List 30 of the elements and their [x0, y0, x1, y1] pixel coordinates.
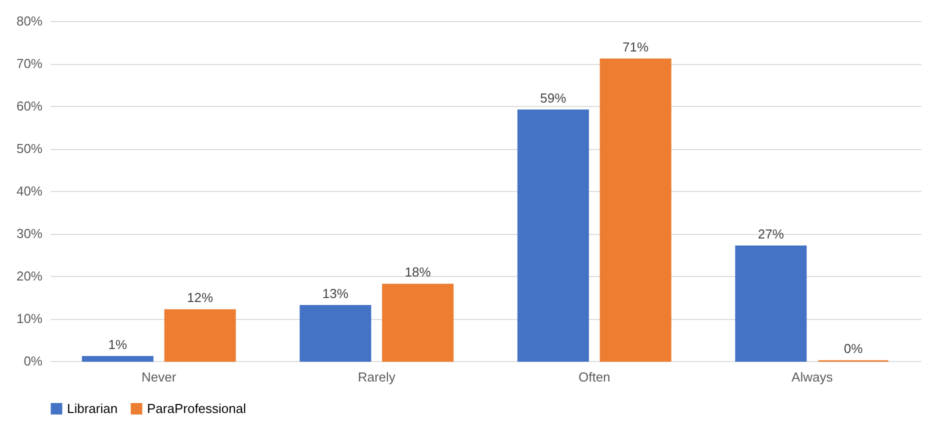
- y-tick-label: 80%: [16, 14, 43, 28]
- y-tick-label: 30%: [16, 226, 43, 241]
- data-label: 13%: [322, 286, 349, 301]
- data-label: 1%: [108, 336, 128, 352]
- x-tick-label: Rarely: [358, 370, 396, 384]
- bar: [600, 58, 672, 362]
- bar: [517, 110, 589, 362]
- legend-label: ParaProfessional: [147, 400, 246, 416]
- data-label: 12%: [187, 290, 214, 305]
- x-tick-label: Often: [578, 370, 610, 384]
- y-tick-label: 40%: [16, 184, 43, 198]
- legend-label: Librarian: [67, 400, 118, 416]
- bar: [382, 284, 454, 362]
- y-tick-label: 10%: [16, 311, 43, 326]
- y-tick-label: 20%: [16, 268, 43, 284]
- data-label: 0%: [844, 341, 864, 356]
- bar: [164, 309, 236, 362]
- y-tick-label: 50%: [16, 141, 43, 156]
- data-label: 27%: [758, 226, 784, 242]
- data-label: 18%: [404, 264, 432, 280]
- bar: [82, 356, 154, 362]
- data-label: 71%: [622, 39, 650, 54]
- y-tick-label: 60%: [16, 98, 43, 114]
- bar: [735, 246, 807, 362]
- bar: [300, 305, 372, 362]
- x-tick-label: Always: [792, 370, 834, 384]
- y-tick-label: 0%: [24, 354, 43, 368]
- data-label: 59%: [540, 90, 567, 106]
- x-tick-label: Never: [142, 370, 177, 384]
- y-tick-label: 70%: [16, 56, 43, 71]
